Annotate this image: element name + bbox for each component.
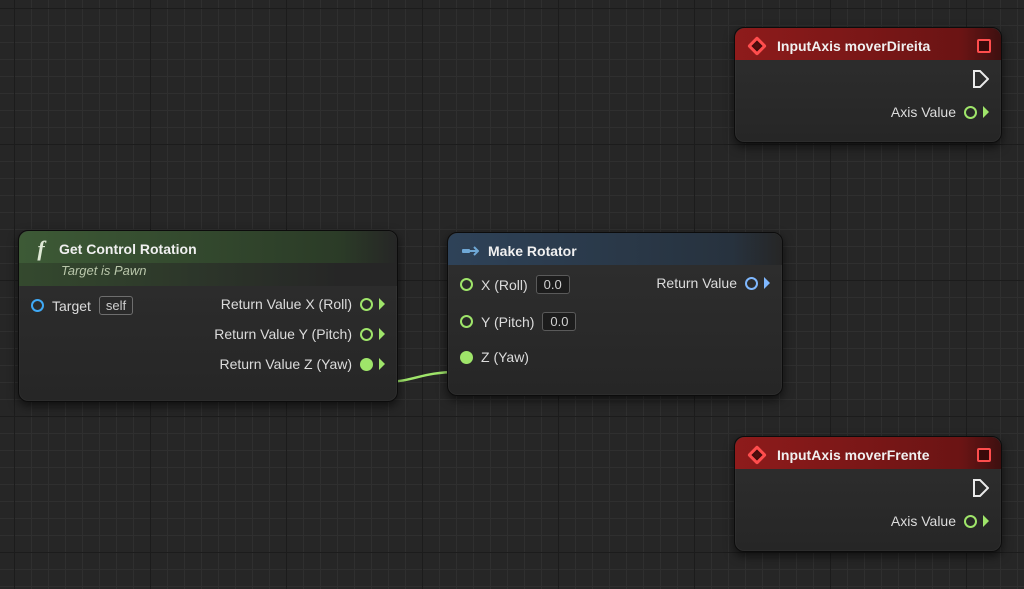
pin-label: Y (Pitch) — [481, 314, 534, 330]
struct-icon — [460, 241, 480, 261]
node-title: InputAxis moverDireita — [777, 38, 930, 55]
node-get-control-rotation[interactable]: f Get Control Rotation Target is Pawn Ta… — [18, 230, 398, 402]
pin-default-value[interactable]: 0.0 — [536, 275, 570, 294]
pin-return-y-out[interactable]: Return Value Y (Pitch) — [214, 326, 385, 342]
node-title: Get Control Rotation — [59, 241, 197, 258]
pin-default-value[interactable]: 0.0 — [542, 312, 576, 331]
pin-default-self[interactable]: self — [99, 296, 133, 315]
pin-label: Z (Yaw) — [481, 349, 529, 365]
node-title: InputAxis moverFrente — [777, 447, 929, 464]
pin-label: X (Roll) — [481, 277, 528, 293]
node-make-rotator[interactable]: Make Rotator X (Roll) 0.0 Y (Pitch) 0.0 … — [447, 232, 783, 396]
exec-pin-icon — [973, 70, 989, 88]
pin-exec-out[interactable] — [973, 70, 989, 88]
pin-label: Axis Value — [891, 104, 956, 120]
event-icon — [747, 445, 767, 465]
pin-label: Return Value — [656, 275, 737, 291]
pin-x-roll-in[interactable]: X (Roll) 0.0 — [460, 275, 576, 294]
pin-y-pitch-in[interactable]: Y (Pitch) 0.0 — [460, 312, 576, 331]
pin-return-x-out[interactable]: Return Value X (Roll) — [221, 296, 385, 312]
exec-pin-icon — [973, 479, 989, 497]
pin-z-yaw-in[interactable]: Z (Yaw) — [460, 349, 576, 365]
pin-return-z-out[interactable]: Return Value Z (Yaw) — [219, 356, 385, 372]
pin-label: Target — [52, 298, 91, 314]
delegate-pin[interactable] — [977, 448, 991, 462]
node-header[interactable]: Make Rotator — [448, 233, 782, 265]
pin-label: Axis Value — [891, 513, 956, 529]
event-icon — [747, 36, 767, 56]
pin-exec-out[interactable] — [973, 479, 989, 497]
function-icon: f — [31, 239, 51, 259]
delegate-pin[interactable] — [977, 39, 991, 53]
pin-label: Return Value X (Roll) — [221, 296, 352, 312]
node-header[interactable]: InputAxis moverDireita — [735, 28, 1001, 60]
node-header[interactable]: f Get Control Rotation — [19, 231, 397, 263]
pin-target-in[interactable]: Target self — [31, 296, 133, 315]
pin-axis-value-out[interactable]: Axis Value — [891, 513, 989, 529]
node-header[interactable]: InputAxis moverFrente — [735, 437, 1001, 469]
pin-label: Return Value Z (Yaw) — [219, 356, 352, 372]
node-inputaxis-moverdireita[interactable]: InputAxis moverDireita Axis Value — [734, 27, 1002, 143]
pin-axis-value-out[interactable]: Axis Value — [891, 104, 989, 120]
pin-label: Return Value Y (Pitch) — [214, 326, 352, 342]
node-inputaxis-moverfrente[interactable]: InputAxis moverFrente Axis Value — [734, 436, 1002, 552]
node-subtitle: Target is Pawn — [19, 263, 397, 286]
blueprint-canvas[interactable]: f Get Control Rotation Target is Pawn Ta… — [0, 0, 1024, 589]
pin-return-value-out[interactable]: Return Value — [656, 275, 770, 291]
node-title: Make Rotator — [488, 243, 577, 260]
